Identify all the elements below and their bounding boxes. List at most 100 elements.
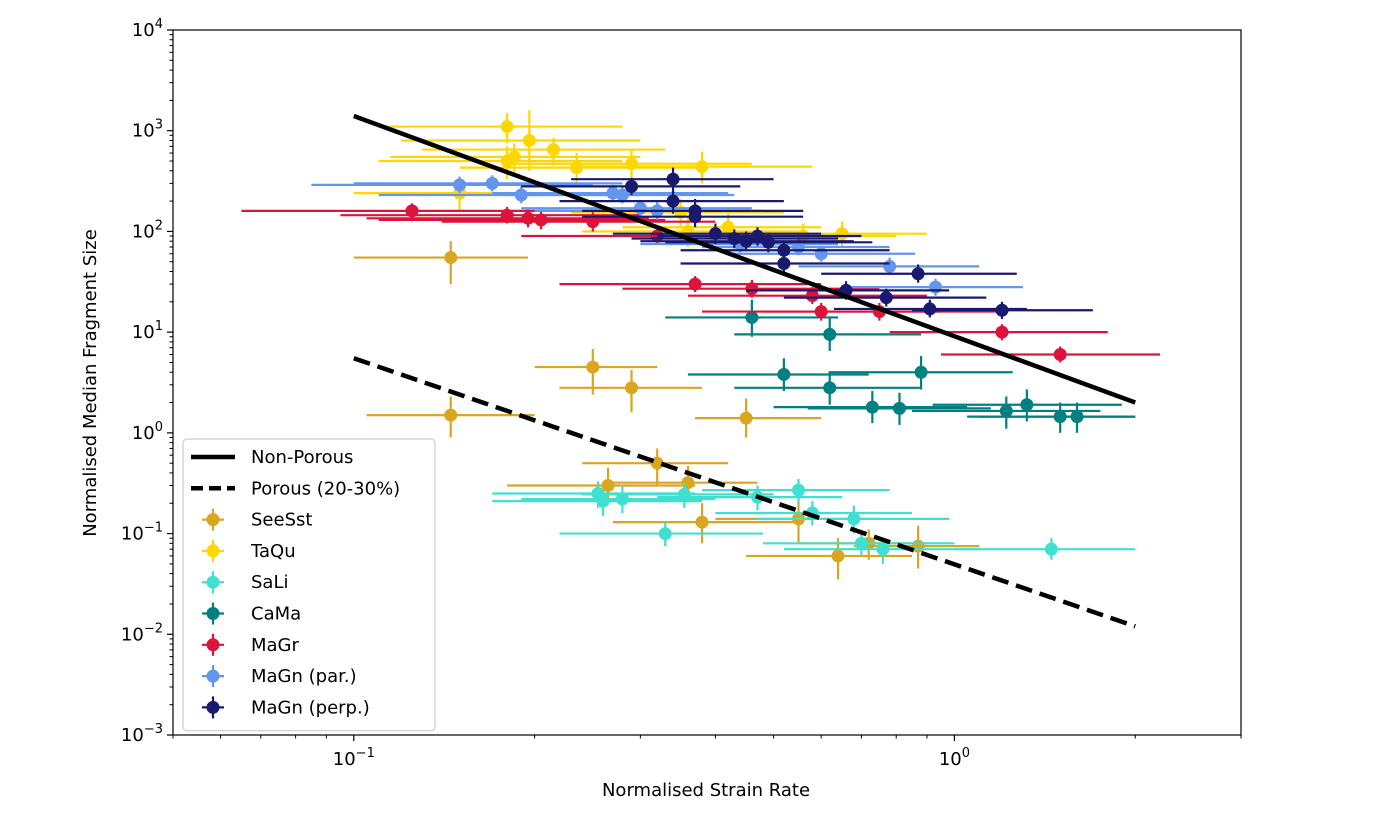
marker (688, 210, 702, 224)
data-point (821, 264, 1017, 283)
marker (999, 404, 1013, 418)
legend-label: MaGn (par.) (251, 666, 357, 687)
data-point (783, 288, 987, 307)
legend-label: MaGn (perp.) (251, 697, 370, 718)
marker (666, 172, 680, 186)
marker (522, 133, 536, 147)
y-tick-label: 101 (132, 319, 163, 343)
legend-entry: MaGn (par.) (202, 665, 357, 688)
legend-marker-swatch (206, 700, 220, 714)
legend-marker-swatch (206, 638, 220, 652)
data-point (680, 253, 890, 274)
series-sali (492, 478, 1136, 564)
legend-marker-swatch (206, 513, 220, 527)
legend-marker-swatch (206, 544, 220, 558)
fit-line-non-porous (353, 113, 1137, 405)
data-point (807, 392, 991, 425)
marker (485, 176, 499, 190)
y-tick-label: 10−1 (121, 521, 163, 545)
data-point (559, 522, 763, 547)
legend-label: Non-Porous (251, 447, 353, 468)
marker (615, 492, 629, 506)
marker (739, 411, 753, 425)
legend-entry: SaLi (202, 571, 289, 594)
legend-label: SeeSst (251, 510, 312, 531)
marker (914, 365, 928, 379)
marker (596, 494, 610, 508)
legend-label: TaQu (250, 541, 296, 562)
marker (761, 235, 775, 249)
marker (823, 327, 837, 341)
legend-entry: MaGn (perp.) (202, 696, 370, 719)
marker (453, 178, 467, 192)
marker (865, 400, 879, 414)
marker (695, 515, 709, 529)
y-tick-label: 102 (132, 218, 163, 242)
data-point (353, 241, 529, 285)
data-point (582, 205, 804, 228)
marker (615, 188, 629, 202)
marker (995, 303, 1009, 317)
legend-marker-swatch (206, 607, 220, 620)
data-point (378, 112, 623, 144)
legend-label: MaGr (251, 635, 300, 656)
data-point (559, 370, 703, 413)
data-point (687, 358, 869, 392)
data-point (833, 299, 1027, 318)
marker (777, 367, 791, 381)
data-point (640, 231, 854, 251)
data-point (311, 176, 593, 194)
marker (625, 157, 639, 171)
data-point (492, 184, 729, 202)
marker (777, 257, 791, 271)
marker (586, 215, 600, 229)
marker (879, 291, 893, 305)
marker (745, 310, 759, 324)
y-tick-label: 103 (132, 118, 163, 142)
data-point (695, 398, 822, 438)
legend-entry: Porous (20-30%) (191, 478, 400, 499)
marker (658, 527, 672, 541)
data-point (492, 488, 703, 516)
marker (745, 282, 759, 296)
marker (546, 143, 560, 157)
data-point (582, 151, 813, 184)
marker (695, 160, 709, 174)
data-point (728, 245, 916, 262)
data-point (441, 212, 716, 232)
data-point (734, 317, 922, 351)
marker (586, 360, 600, 374)
marker (633, 201, 647, 215)
y-tick-label: 10−3 (121, 722, 163, 746)
legend-label: SaLi (251, 572, 289, 593)
data-point (889, 324, 1108, 341)
data-point (559, 189, 784, 214)
marker (876, 542, 890, 556)
data-point (665, 299, 839, 337)
data-point (829, 355, 1013, 390)
y-tick-label: 104 (132, 17, 163, 41)
legend-marker-swatch (206, 669, 220, 683)
data-point (912, 301, 1093, 320)
marker (601, 479, 615, 493)
y-tick-label: 10−2 (121, 621, 163, 645)
series-cama (665, 299, 1136, 433)
marker (750, 229, 764, 243)
marker (500, 120, 514, 134)
data-point (783, 538, 980, 564)
y-tick-label: 100 (132, 420, 163, 444)
legend-entry: MaGr (202, 633, 300, 656)
marker (911, 267, 925, 281)
marker (521, 211, 535, 225)
marker (831, 549, 845, 563)
data-point (612, 503, 799, 544)
marker (1070, 410, 1084, 424)
marker (677, 487, 691, 501)
marker (791, 483, 805, 497)
legend-label: CaMa (251, 604, 301, 625)
marker (688, 277, 702, 291)
plot-frame (172, 29, 1242, 736)
axis-layer: 10−3 10−2 10−1 100 101 102 103 104 10−1 100 (121, 17, 1242, 770)
marker (500, 154, 514, 168)
